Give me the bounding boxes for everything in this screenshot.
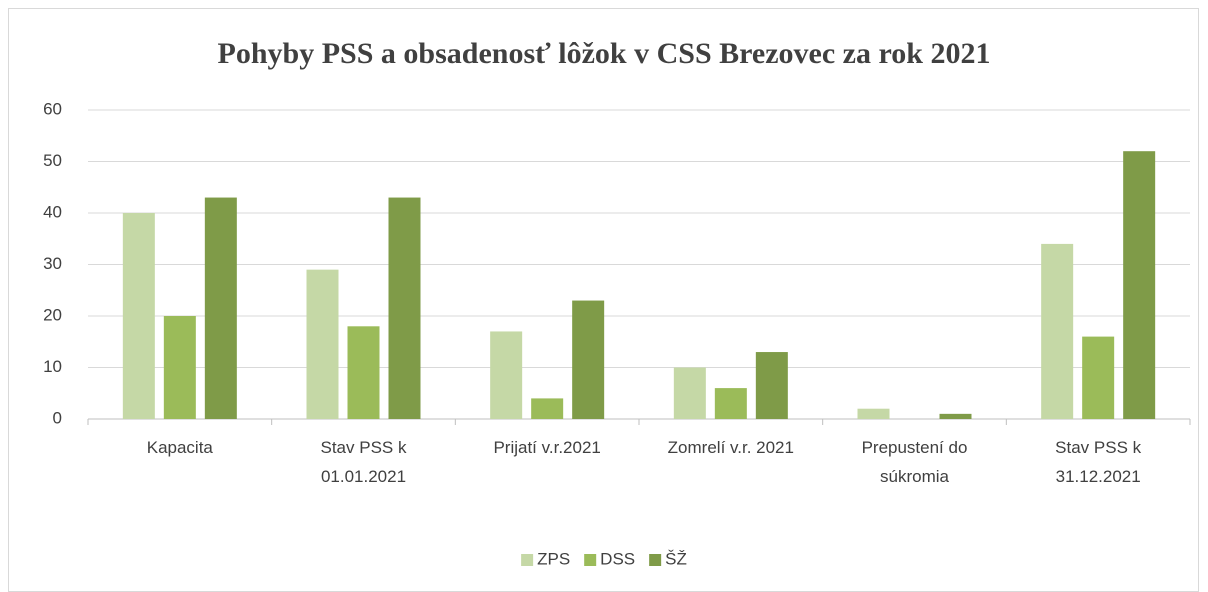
bar — [490, 331, 523, 419]
y-tick-label: 40 — [43, 202, 62, 221]
legend-swatch — [584, 554, 597, 566]
legend-label: DSS — [600, 549, 635, 568]
chart-frame — [8, 8, 1199, 592]
y-tick-label: 60 — [43, 99, 62, 118]
bar — [755, 352, 788, 419]
x-tick-label: Stav PSS k 01.01.2021 — [320, 438, 407, 486]
legend-label: ZPS — [537, 549, 570, 568]
bar — [531, 398, 564, 419]
bar — [1041, 243, 1074, 419]
y-tick-label: 10 — [43, 357, 62, 376]
bar — [163, 316, 196, 419]
bar — [306, 269, 339, 419]
bar — [1082, 336, 1115, 419]
bar — [347, 326, 380, 419]
y-tick-label: 20 — [43, 305, 62, 324]
bar — [1123, 151, 1156, 419]
y-tick-label: 50 — [43, 151, 62, 170]
x-tick-label: Kapacita — [146, 438, 213, 457]
bar — [714, 388, 747, 419]
x-tick-label: Zomrelí v.r. 2021 — [667, 438, 794, 457]
legend-swatch — [649, 554, 662, 566]
x-tick-label: Stav PSS k 31.12.2021 — [1055, 438, 1142, 486]
x-tick-label: Prepustení do súkromia — [861, 438, 968, 486]
bar — [122, 213, 155, 419]
bar — [673, 367, 706, 419]
legend-swatch — [521, 554, 534, 566]
x-tick-label: Prijatí v.r.2021 — [493, 438, 601, 457]
legend-label: ŠŽ — [665, 549, 687, 568]
y-tick-label: 0 — [53, 408, 62, 427]
chart-title: Pohyby PSS a obsadenosť lôžok v CSS Brez… — [218, 37, 991, 70]
bar — [939, 413, 972, 419]
bar — [204, 197, 237, 419]
bar — [388, 197, 421, 419]
y-tick-label: 30 — [43, 254, 62, 273]
bar — [572, 300, 605, 419]
bar — [857, 408, 890, 419]
